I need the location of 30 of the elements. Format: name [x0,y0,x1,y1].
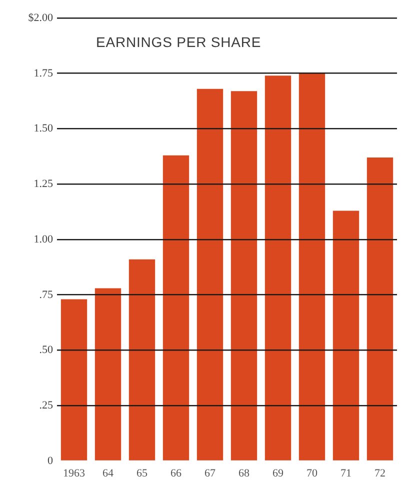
x-tick-label: 67 [204,467,216,480]
x-tick-label: 68 [238,467,250,480]
y-tick-label: .75 [39,288,54,301]
x-tick-label: 1963 [63,467,86,480]
x-tick-label: 64 [102,467,114,480]
y-tick-label: 1.00 [34,233,54,246]
x-tick-label: 71 [340,467,352,480]
x-tick-label: 69 [272,467,284,480]
bar [332,210,360,460]
y-tick-label: 1.25 [34,178,54,190]
y-tick-label: $2.00 [28,12,54,24]
x-tick-label: 70 [306,467,318,480]
bar [162,155,190,460]
y-tick-label: 1.50 [34,122,54,135]
bar [298,73,326,460]
y-tick-label: .50 [39,344,54,356]
y-tick-label: .25 [39,400,54,412]
text: EARNINGS PER SHARE [96,34,262,50]
bar [94,288,122,460]
bar [196,88,224,460]
y-tick-label: 0 [48,454,54,467]
x-tick-label: 65 [136,467,148,480]
bar [60,299,88,460]
bar [366,158,394,460]
bar [264,76,292,460]
x-tick-label: 72 [374,467,386,480]
bar [128,259,156,460]
y-tick-label: 1.75 [34,67,54,80]
x-tick-label: 66 [170,467,182,480]
bar [230,91,258,460]
